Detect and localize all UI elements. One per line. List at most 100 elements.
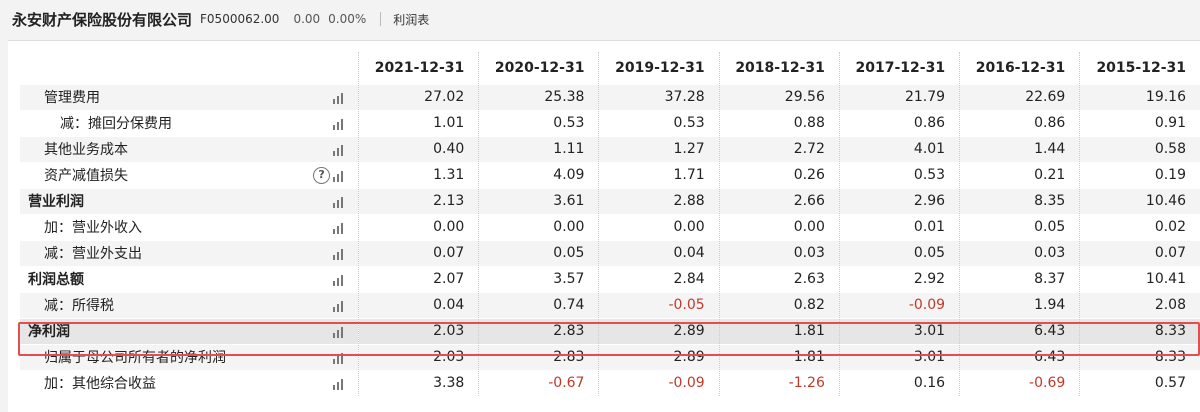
row-label: 管理费用: [20, 83, 359, 110]
table-cell: 1.11: [478, 135, 599, 162]
help-icon[interactable]: ?: [313, 166, 331, 184]
table-cell: 0.40: [358, 135, 479, 162]
table-cell: 0.86: [838, 109, 960, 136]
row-label-text: 其他业务成本: [44, 142, 128, 158]
row-label-text: 减：营业外支出: [44, 246, 142, 262]
report-title[interactable]: 利润表: [393, 12, 430, 27]
bar-chart-icon[interactable]: [333, 170, 348, 182]
table-cell: 1.31: [358, 161, 479, 188]
bar-chart-icon[interactable]: [333, 378, 348, 390]
table-cell: 19.16: [1079, 83, 1200, 110]
table-cell: 1.44: [959, 135, 1080, 162]
table-cell: 2.89: [598, 317, 720, 344]
column-header-2021-12-31[interactable]: 2021-12-31: [358, 52, 479, 84]
table-cell: 0.19: [1079, 161, 1200, 188]
bar-chart-icon[interactable]: [333, 300, 348, 312]
table-cell: 3.57: [478, 265, 599, 292]
table-row: 减：营业外支出 0.07 0.05 0.04 0.03 0.05 0.03 0.07: [20, 239, 1200, 266]
table-cell: 3.01: [838, 317, 960, 344]
table-cell: 2.88: [598, 187, 720, 214]
column-header-2015-12-31[interactable]: 2015-12-31: [1079, 52, 1200, 84]
row-label-text: 净利润: [28, 324, 70, 340]
bar-chart-icon[interactable]: [333, 92, 348, 104]
table-cell: 0.07: [1079, 239, 1200, 266]
bar-chart-icon[interactable]: [333, 118, 348, 130]
table-cell: 0.05: [838, 239, 960, 266]
row-label-text: 减：摊回分保费用: [60, 116, 172, 132]
table-cell: 29.56: [718, 83, 840, 110]
column-header-2018-12-31[interactable]: 2018-12-31: [718, 52, 840, 84]
column-header-2020-12-31[interactable]: 2020-12-31: [478, 52, 599, 84]
bar-chart-icon[interactable]: [333, 196, 348, 208]
table-cell: 0.53: [838, 161, 960, 188]
bar-chart-icon[interactable]: [333, 248, 348, 260]
table-cell: 0.03: [718, 239, 840, 266]
table-cell: 22.69: [959, 83, 1080, 110]
table-cell: 0.58: [1079, 135, 1200, 162]
table-cell: 0.05: [478, 239, 599, 266]
bar-chart-icon[interactable]: [333, 326, 348, 338]
table-cell: 0.03: [959, 239, 1080, 266]
table-row: 加：其他综合收益 3.38 -0.67 -0.09 -1.26 0.16 -0.69 0.57: [20, 369, 1200, 396]
table-cell: -0.09: [598, 369, 720, 396]
table-cell: 0.26: [718, 161, 840, 188]
row-label-text: 加：其他综合收益: [44, 376, 156, 393]
table-cell: -0.67: [478, 369, 599, 396]
table-row: 其他业务成本 0.40 1.11 1.27 2.72 4.01 1.44 0.58: [20, 135, 1200, 162]
table-cell: 0.57: [1079, 369, 1200, 396]
table-row: 管理费用 27.02 25.38 37.28 29.56 21.79 22.69 19.16: [20, 83, 1200, 110]
table-cell: 6.43: [959, 343, 1080, 370]
table-cell: 0.74: [478, 291, 599, 318]
table-cell: 3.61: [478, 187, 599, 214]
row-label-text: 归属于母公司所有者的净利润: [44, 350, 226, 366]
table-cell: 2.72: [718, 135, 840, 162]
report-panel: 2021-12-31 2020-12-31 2019-12-31 2018-12-31…: [8, 40, 1200, 412]
table-row: 归属于母公司所有者的净利润 2.03 2.83 2.89 1.81 3.01 6.43 8.3…: [20, 343, 1200, 370]
row-label: 加：营业外收入: [20, 213, 359, 240]
table-cell: 0.53: [598, 109, 720, 136]
row-label-text: 资产减值损失: [44, 168, 128, 184]
company-name: 永安财产保险股份有限公司: [12, 10, 193, 29]
table-cell: 3.01: [838, 343, 960, 370]
column-header-2017-12-31[interactable]: 2017-12-31: [838, 52, 960, 84]
table-cell: 27.02: [358, 83, 479, 110]
bar-chart-icon[interactable]: [333, 222, 348, 234]
table-cell: 1.94: [959, 291, 1080, 318]
table-row: 减：摊回分保费用 1.01 0.53 0.53 0.88 0.86 0.86 0.91: [20, 109, 1200, 136]
bar-chart-icon[interactable]: [333, 352, 348, 364]
column-header-2016-12-31[interactable]: 2016-12-31: [959, 52, 1080, 84]
price-change: 0.00: [293, 12, 321, 26]
table-header: 2021-12-31 2020-12-31 2019-12-31 2018-12-31…: [20, 52, 1200, 84]
table-cell: 2.96: [838, 187, 960, 214]
bar-chart-icon[interactable]: [333, 274, 348, 286]
row-label: 减：所得税: [20, 291, 359, 318]
table-row: 利润总额 2.07 3.57 2.84 2.63 2.92 8.37 10.41: [20, 265, 1200, 292]
table-cell: 10.46: [1079, 187, 1200, 214]
table-cell: 0.91: [1079, 109, 1200, 136]
table-cell: 0.02: [1079, 213, 1200, 240]
table-cell: 0.00: [598, 213, 720, 240]
table-cell: 4.01: [838, 135, 960, 162]
table-cell: 1.27: [598, 135, 720, 162]
table-cell: 2.07: [358, 265, 479, 292]
table-row: 减：所得税 0.04 0.74 -0.05 0.82 -0.09 1.94 2.08: [20, 291, 1200, 318]
divider: [380, 12, 382, 26]
bar-chart-icon[interactable]: [333, 144, 348, 156]
table-cell: 1.71: [598, 161, 720, 188]
table-cell: 1.01: [358, 109, 479, 136]
row-label: 净利润: [20, 317, 359, 344]
table-cell: 2.63: [718, 265, 840, 292]
column-header-2019-12-31[interactable]: 2019-12-31: [598, 52, 720, 84]
row-label-text: 加：营业外收入: [44, 220, 142, 236]
table-cell: 10.41: [1079, 265, 1200, 292]
table-cell: 2.84: [598, 265, 720, 292]
table-row: 资产减值损失? 1.31 4.09 1.71 0.26 0.53 0.21 0.19: [20, 161, 1200, 188]
table-cell: 2.83: [478, 343, 599, 370]
table-cell: 2.03: [358, 343, 479, 370]
table-row: 营业利润 2.13 3.61 2.88 2.66 2.96 8.35 10.46: [20, 187, 1200, 214]
table-cell: 1.81: [718, 343, 840, 370]
table-cell: 0.00: [478, 213, 599, 240]
table-cell: 25.38: [478, 83, 599, 110]
table-cell: 8.35: [959, 187, 1080, 214]
table-cell: 0.00: [358, 213, 479, 240]
